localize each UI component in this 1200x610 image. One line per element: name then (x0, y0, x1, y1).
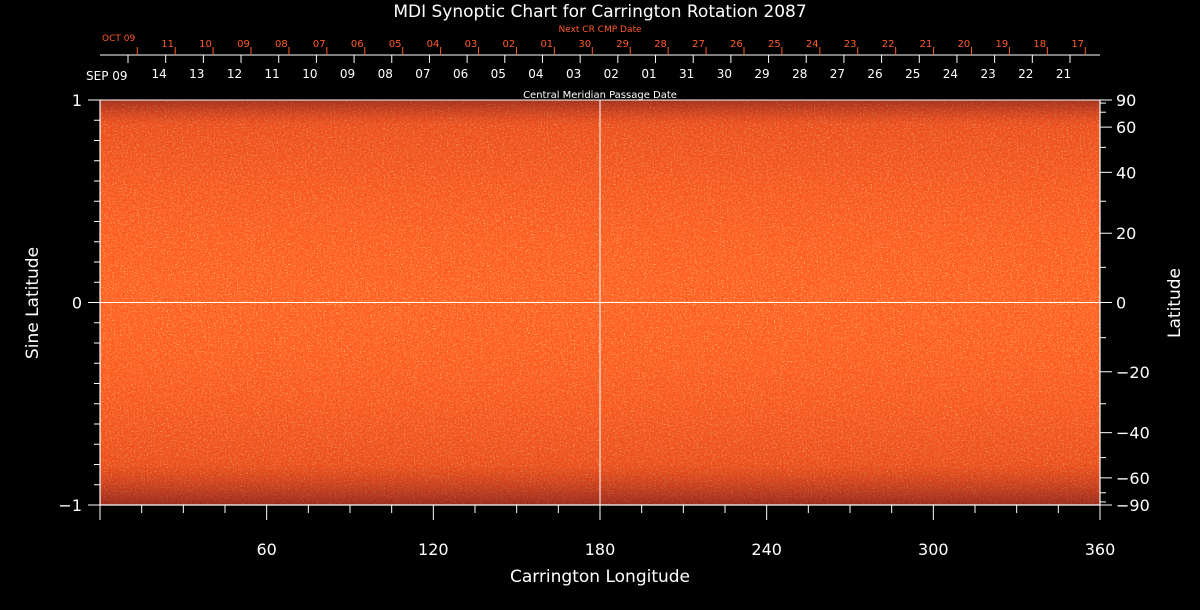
y-tick-label-right: −60 (1116, 469, 1150, 488)
x-tick-label: 60 (256, 540, 276, 559)
next-cr-date-label: 26 (730, 39, 743, 50)
next-cr-date-axis: 11 10 09 08 07 06 05 04 03 02 01 30 29 28 27 26 25 24 23 22… (136, 39, 1086, 55)
y-tick-label-left: −1 (58, 496, 82, 515)
x-tick-label: 300 (918, 540, 949, 559)
x-tick-label: 360 (1085, 540, 1116, 559)
next-cr-date-label: 02 (503, 39, 516, 50)
x-axis-label: Carrington Longitude (510, 567, 690, 587)
cmp-date-label: 05 (491, 67, 506, 81)
next-cr-date-label: 23 (844, 39, 857, 50)
cmp-date-label: 27 (830, 67, 845, 81)
cmp-date-label: 02 (604, 67, 619, 81)
y-tick-label-right: 60 (1116, 118, 1136, 137)
cmp-date-label: 09 (340, 67, 355, 81)
cmp-date-label: 28 (792, 67, 807, 81)
y-tick-label-right: 20 (1116, 224, 1136, 243)
right-y-axis: 90 60 40 20 0 −20 −40 −60 −90 (1100, 91, 1150, 515)
next-cr-date-label: 04 (427, 39, 440, 50)
x-tick-label: 120 (418, 540, 449, 559)
chart-title: MDI Synoptic Chart for Carrington Rotati… (393, 2, 806, 22)
next-cr-date-label: 01 (540, 39, 553, 50)
y-tick-label-left: 1 (72, 91, 82, 110)
next-cr-date-label: 17 (1071, 39, 1084, 50)
next-cr-date-label: 30 (578, 39, 591, 50)
cmp-date-label: 04 (528, 67, 543, 81)
cmp-date-label: 29 (754, 67, 769, 81)
cmp-date-label: 25 (905, 67, 920, 81)
cmp-date-label: 30 (717, 67, 732, 81)
next-cr-date-label: 05 (389, 39, 402, 50)
next-cr-date-label: 18 (1033, 39, 1046, 50)
cmp-date-label: 23 (980, 67, 995, 81)
y-tick-label-right: 40 (1116, 163, 1136, 182)
y-tick-label-right: −20 (1116, 363, 1150, 382)
cmp-date-axis: 14 13 12 11 10 09 08 07 06 05 04 03 02 01 31 30 29 28 27 26… (127, 55, 1071, 81)
x-tick-label: 180 (585, 540, 616, 559)
next-cr-axis-title: Next CR CMP Date (558, 25, 642, 35)
next-cr-start-label: OCT 09 (102, 34, 135, 44)
y-tick-label-right: 0 (1116, 294, 1126, 313)
cmp-date-label: 07 (415, 67, 430, 81)
gridlines (100, 100, 1100, 505)
cmp-start-label: SEP 09 (86, 69, 128, 83)
cmp-date-label: 10 (302, 67, 317, 81)
next-cr-date-label: 27 (692, 39, 705, 50)
cmp-date-label: 26 (867, 67, 882, 81)
cmp-date-label: 31 (679, 67, 694, 81)
next-cr-date-label: 10 (199, 39, 212, 50)
cmp-axis-title: Central Meridian Passage Date (523, 90, 677, 101)
y-tick-label-right: −90 (1116, 496, 1150, 515)
next-cr-date-label: 21 (920, 39, 933, 50)
next-cr-date-label: 03 (465, 39, 478, 50)
next-cr-date-label: 11 (161, 39, 174, 50)
next-cr-date-label: 22 (882, 39, 895, 50)
cmp-date-label: 03 (566, 67, 581, 81)
right-y-axis-label: Latitude (1165, 268, 1185, 338)
cmp-date-label: 12 (227, 67, 242, 81)
next-cr-date-label: 08 (275, 39, 288, 50)
cmp-date-label: 24 (943, 67, 958, 81)
next-cr-date-label: 09 (237, 39, 250, 50)
next-cr-date-label: 06 (351, 39, 364, 50)
cmp-date-label: 21 (1056, 67, 1071, 81)
next-cr-date-label: 28 (654, 39, 667, 50)
cmp-date-label: 06 (453, 67, 468, 81)
y-tick-label-right: −40 (1116, 424, 1150, 443)
cmp-date-label: 01 (641, 67, 656, 81)
left-y-axis-label: Sine Latitude (23, 247, 43, 359)
cmp-date-label: 13 (189, 67, 204, 81)
next-cr-date-label: 25 (768, 39, 781, 50)
cmp-date-label: 08 (378, 67, 393, 81)
cmp-date-label: 22 (1018, 67, 1033, 81)
cmp-date-label: 14 (152, 67, 167, 81)
x-tick-label: 240 (751, 540, 782, 559)
left-y-axis: 1 0 −1 (58, 91, 100, 515)
next-cr-date-label: 24 (806, 39, 819, 50)
cmp-date-label: 11 (265, 67, 280, 81)
next-cr-date-label: 29 (616, 39, 629, 50)
y-tick-label-left: 0 (72, 294, 82, 313)
x-axis: 60 120 180 240 300 360 (99, 505, 1116, 559)
y-tick-label-right: 90 (1116, 91, 1136, 110)
next-cr-date-label: 07 (313, 39, 326, 50)
next-cr-date-label: 20 (958, 39, 971, 50)
next-cr-date-label: 19 (995, 39, 1008, 50)
